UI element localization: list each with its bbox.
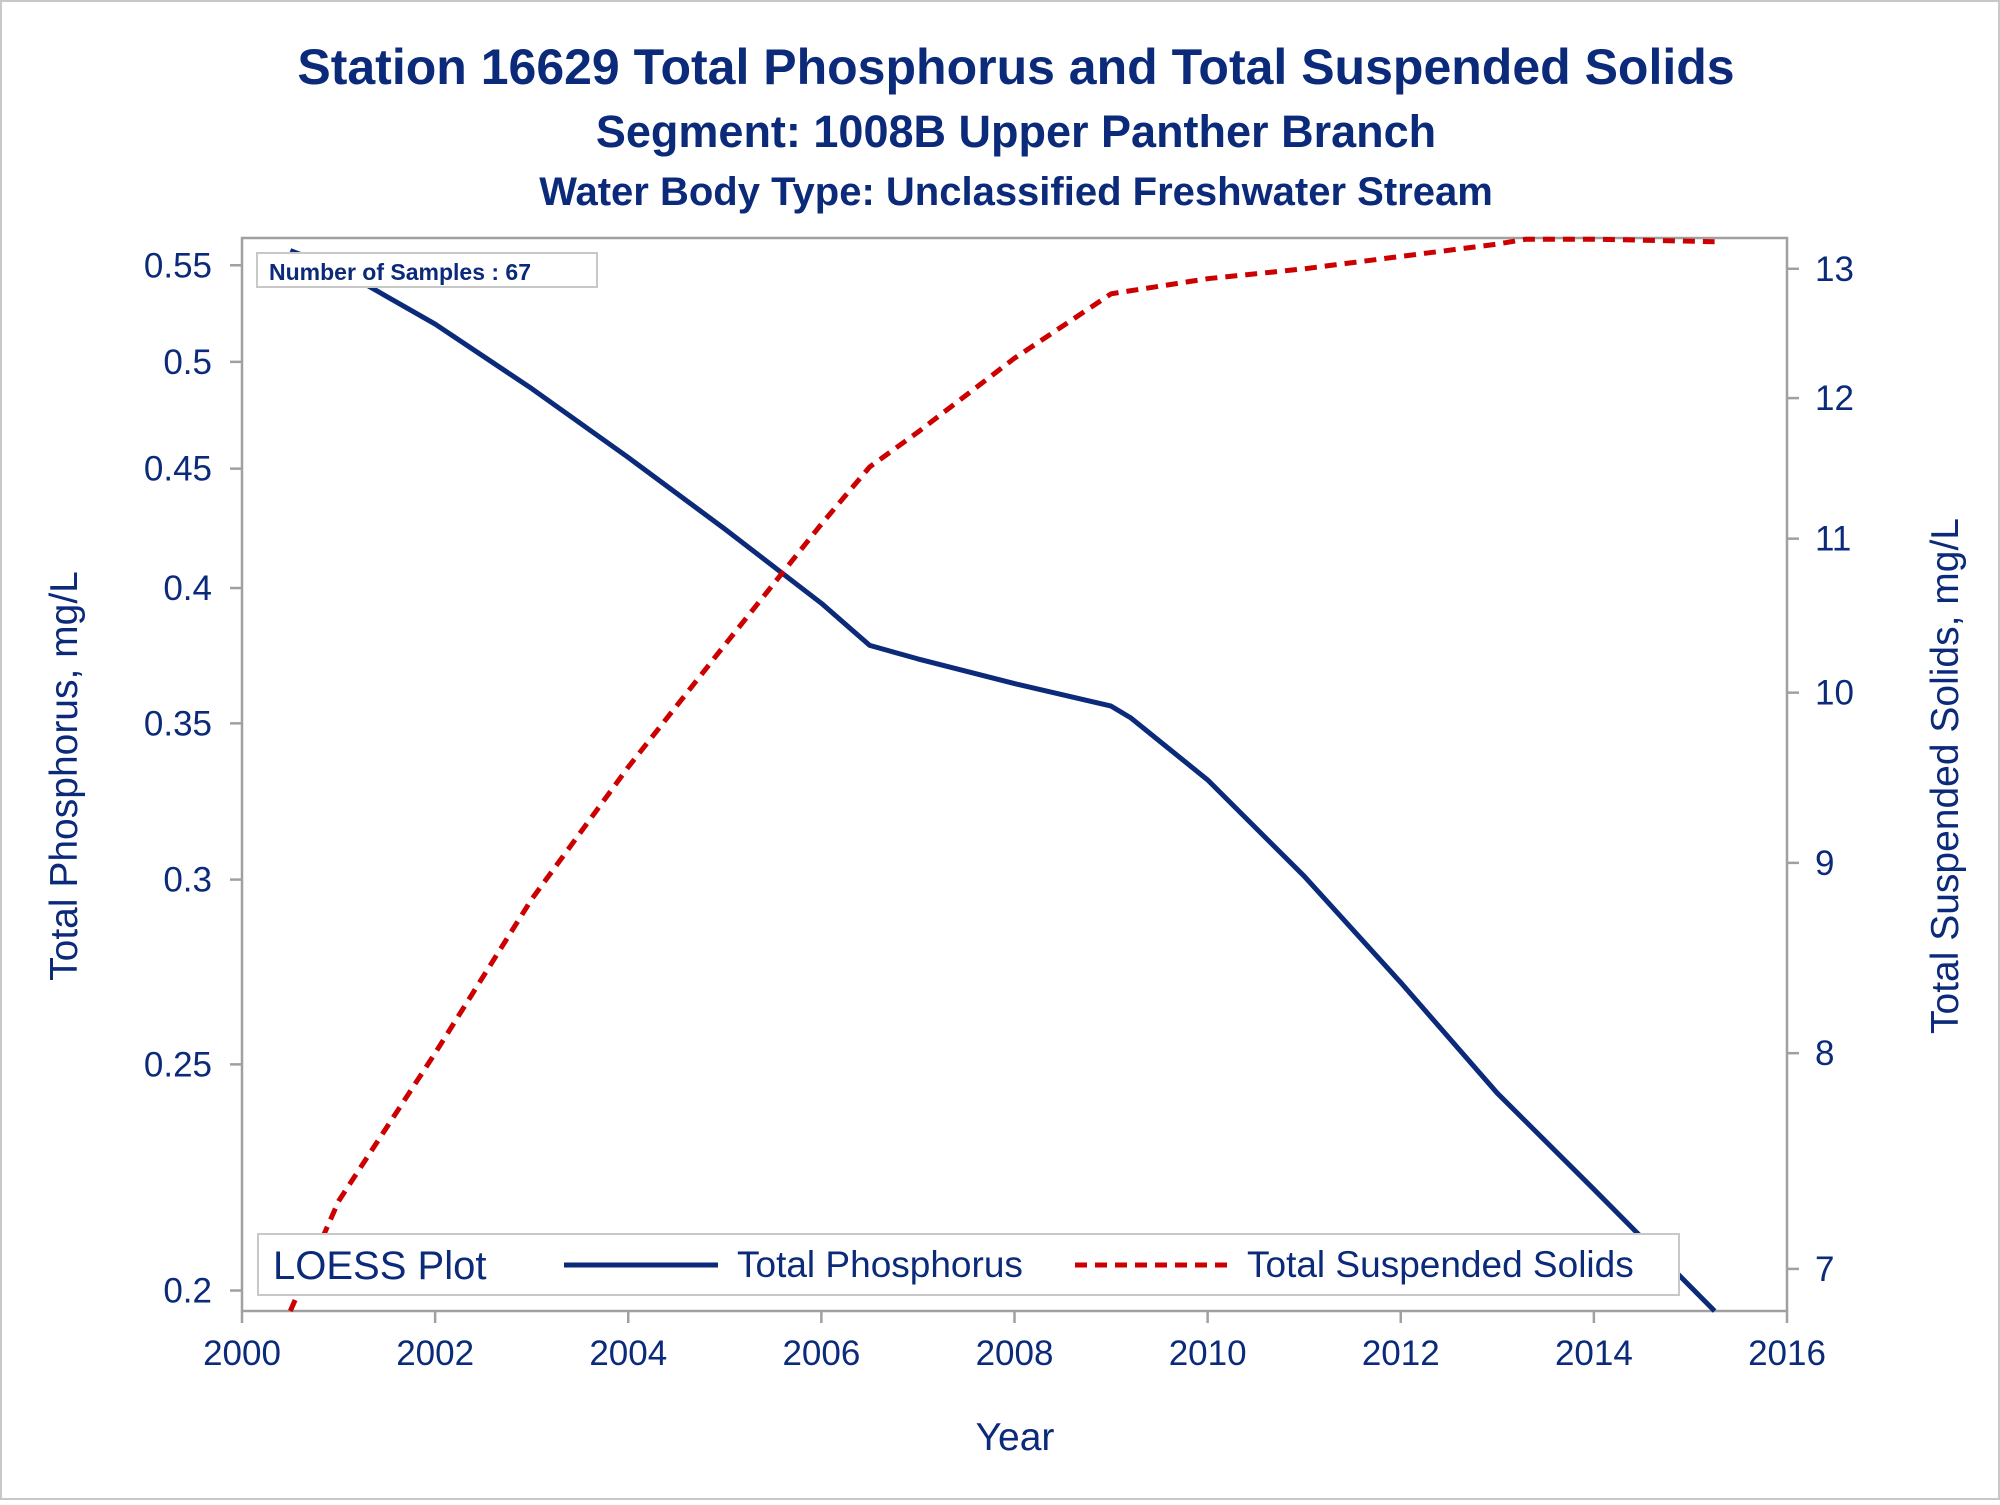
y2-tick-label: 9 xyxy=(1815,844,1834,883)
legend-item-phosphorus: Total Phosphorus xyxy=(737,1244,1023,1285)
legend-box xyxy=(257,1233,1680,1296)
x-tick-label: 2002 xyxy=(396,1334,474,1373)
inset-box xyxy=(256,252,598,288)
legend: LOESS Plot Total Phosphorus Total Suspen… xyxy=(257,1233,1680,1296)
legend-item-tss: Total Suspended Solids xyxy=(1247,1244,1634,1285)
chart-title: Station 16629 Total Phosphorus and Total… xyxy=(297,39,1734,95)
x-tick-label: 2010 xyxy=(1169,1334,1247,1373)
y-tick-label: 0.25 xyxy=(144,1045,212,1084)
chart-subtitle: Segment: 1008B Upper Panther Branch xyxy=(596,106,1436,157)
sample-count-inset: Number of Samples : 67 xyxy=(256,252,598,288)
x-axis-label: Year xyxy=(976,1416,1055,1459)
y-axis-right: 7 8 9 10 11 12 13 xyxy=(1787,250,1854,1289)
y2-tick-label: 8 xyxy=(1815,1034,1834,1073)
x-tick-label: 2006 xyxy=(782,1334,860,1373)
y-tick-label: 0.3 xyxy=(163,861,212,900)
y-tick-label: 0.35 xyxy=(144,704,212,743)
sample-count-text: Number of Samples : 67 xyxy=(269,259,531,285)
y-tick-label: 0.4 xyxy=(163,569,212,608)
legend-title: LOESS Plot xyxy=(273,1244,486,1288)
y-tick-label: 0.2 xyxy=(163,1272,212,1311)
x-axis: 2000 2002 2004 2006 2008 2010 2012 2014 2016 xyxy=(203,1311,1826,1373)
chart-subtitle-2: Water Body Type: Unclassified Freshwater… xyxy=(539,170,1493,214)
series-line-phosphorus xyxy=(289,248,1717,1313)
x-tick-label: 2004 xyxy=(589,1334,667,1373)
y-axis-label: Total Phosphorus, mg/L xyxy=(43,571,86,981)
y2-tick-label: 10 xyxy=(1815,674,1854,713)
y2-axis-label: Total Suspended Solids, mg/L xyxy=(1924,518,1967,1034)
y2-tick-label: 7 xyxy=(1815,1250,1834,1289)
x-tick-label: 2016 xyxy=(1748,1334,1826,1373)
y-tick-label: 0.45 xyxy=(144,450,212,489)
y-tick-label: 0.5 xyxy=(163,343,212,382)
x-tick-label: 2008 xyxy=(976,1334,1054,1373)
y2-tick-label: 11 xyxy=(1815,520,1851,559)
y2-tick-label: 12 xyxy=(1815,379,1854,418)
series-line-tss xyxy=(288,236,1715,1313)
y-axis-left: 0.2 0.25 0.3 0.35 0.4 0.45 0.5 0.55 xyxy=(144,246,242,1311)
x-tick-label: 2014 xyxy=(1555,1334,1633,1373)
y2-tick-label: 13 xyxy=(1815,250,1854,289)
series-layer xyxy=(288,236,1717,1313)
y-tick-label: 0.55 xyxy=(144,246,212,285)
x-tick-label: 2012 xyxy=(1362,1334,1440,1373)
x-tick-label: 2000 xyxy=(203,1334,281,1373)
